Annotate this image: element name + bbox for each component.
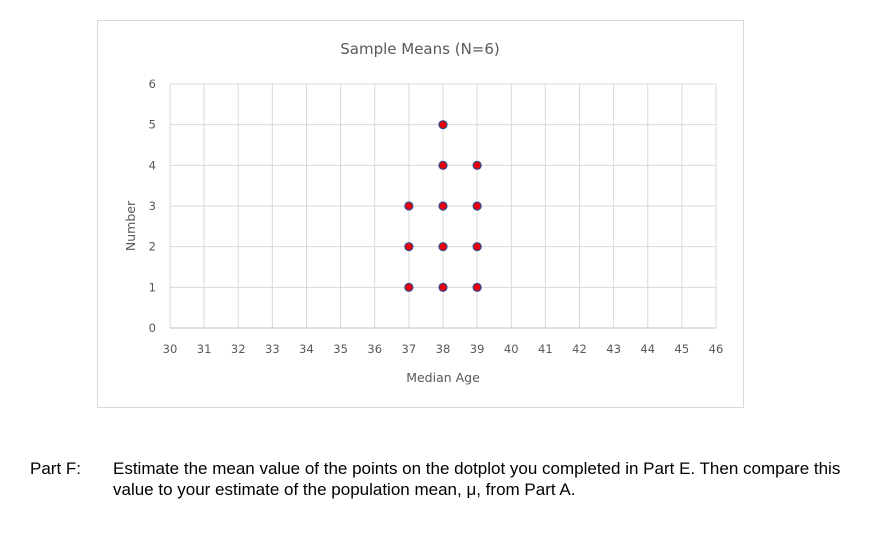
y-tick-label: 5: [149, 118, 156, 132]
y-tick-label: 0: [149, 321, 156, 335]
data-points: [404, 120, 482, 292]
data-point: [404, 282, 414, 292]
x-tick-label: 45: [675, 342, 690, 356]
x-tick-label: 31: [197, 342, 212, 356]
x-tick-label: 39: [470, 342, 485, 356]
data-point: [438, 242, 448, 252]
y-tick-label: 1: [149, 280, 156, 294]
chart-frame: [97, 20, 744, 408]
data-point: [472, 201, 482, 211]
grid: [169, 83, 717, 328]
x-tick-label: 36: [367, 342, 382, 356]
x-tick-label: 44: [640, 342, 655, 356]
data-point: [472, 282, 482, 292]
y-tick-label: 6: [149, 77, 156, 91]
x-tick-label: 43: [606, 342, 621, 356]
x-tick-label: 40: [504, 342, 519, 356]
data-point: [472, 160, 482, 170]
data-point: [438, 120, 448, 130]
x-tick-label: 37: [402, 342, 417, 356]
data-point: [438, 201, 448, 211]
y-tick-label: 4: [149, 158, 156, 172]
chart-title: Sample Means (N=6): [340, 40, 500, 58]
y-axis-label: Number: [123, 200, 138, 251]
question-block: Part F: Estimate the mean value of the p…: [30, 458, 860, 500]
data-point: [438, 160, 448, 170]
x-tick-label: 33: [265, 342, 280, 356]
question-text: Estimate the mean value of the points on…: [113, 459, 841, 499]
data-point: [438, 282, 448, 292]
data-point: [472, 242, 482, 252]
x-tick-label: 32: [231, 342, 246, 356]
y-tick-label: 2: [149, 240, 156, 254]
x-tick-label: 30: [163, 342, 178, 356]
y-tick-label: 3: [149, 199, 156, 213]
x-axis-label: Median Age: [406, 370, 480, 385]
x-tick-label: 35: [333, 342, 348, 356]
x-tick-label: 34: [299, 342, 314, 356]
x-tick-label: 46: [709, 342, 724, 356]
x-tick-label: 38: [436, 342, 451, 356]
x-tick-label: 42: [572, 342, 587, 356]
x-tick-label: 41: [538, 342, 553, 356]
data-point: [404, 201, 414, 211]
data-point: [404, 242, 414, 252]
question-label: Part F:: [30, 459, 82, 478]
